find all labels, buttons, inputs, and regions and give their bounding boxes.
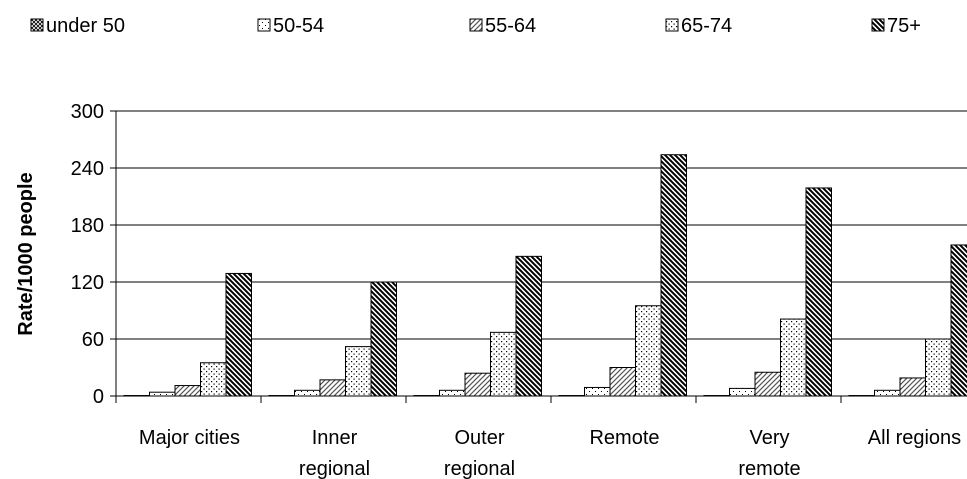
bar [925, 338, 952, 397]
bar [584, 386, 611, 397]
bar [660, 154, 687, 397]
legend-swatch [30, 18, 44, 32]
bar [635, 305, 662, 397]
bar [805, 187, 832, 397]
bar [294, 389, 321, 397]
legend: under 50 50-54 55-64 65-74 75+ [30, 15, 921, 37]
legend-swatch [257, 18, 271, 32]
bars [123, 154, 967, 397]
bar [490, 331, 517, 397]
bar [370, 281, 397, 397]
legend-swatch [665, 18, 679, 32]
y-tick-label: 120 [71, 272, 104, 294]
legend-label: 65-74 [681, 15, 732, 37]
x-axis-labels: Major cities Inner regional Outer regional Re… [139, 427, 961, 479]
bar [225, 272, 252, 397]
legend-label: 75+ [887, 15, 921, 37]
bar [874, 389, 901, 397]
bar [174, 385, 201, 397]
bar [319, 379, 346, 397]
bar [200, 362, 227, 397]
bar [515, 255, 542, 397]
x-category-label: Major cities [139, 427, 240, 449]
legend-label: under 50 [46, 15, 125, 37]
bar [899, 377, 926, 397]
bar [439, 389, 466, 397]
x-category-label: Remote [589, 427, 659, 449]
legend-swatch [871, 18, 885, 32]
x-category-label: regional [299, 458, 370, 479]
bar [609, 367, 636, 397]
bar [950, 244, 967, 397]
bar [464, 372, 491, 397]
x-category-label: regional [444, 458, 515, 479]
bar [754, 371, 781, 397]
y-axis-ticks: 0 60 120 180 240 300 [71, 101, 116, 408]
x-category-label: All regions [868, 427, 961, 449]
y-tick-label: 240 [71, 158, 104, 180]
bar [780, 318, 807, 397]
x-category-label: remote [738, 458, 800, 479]
x-category-label: Outer [454, 427, 504, 449]
legend-label: 55-64 [485, 15, 536, 37]
y-axis-label: Rate/1000 people [15, 172, 37, 335]
bar [345, 346, 372, 397]
legend-swatch [469, 18, 483, 32]
y-tick-label: 60 [82, 329, 104, 351]
bar [149, 391, 176, 397]
x-category-label: Very [749, 427, 789, 449]
bar [729, 387, 756, 397]
y-tick-label: 0 [93, 386, 104, 408]
axes [115, 111, 967, 403]
legend-label: 50-54 [273, 15, 324, 37]
y-tick-label: 180 [71, 215, 104, 237]
x-category-label: Inner [312, 427, 358, 449]
y-tick-label: 300 [71, 101, 104, 123]
